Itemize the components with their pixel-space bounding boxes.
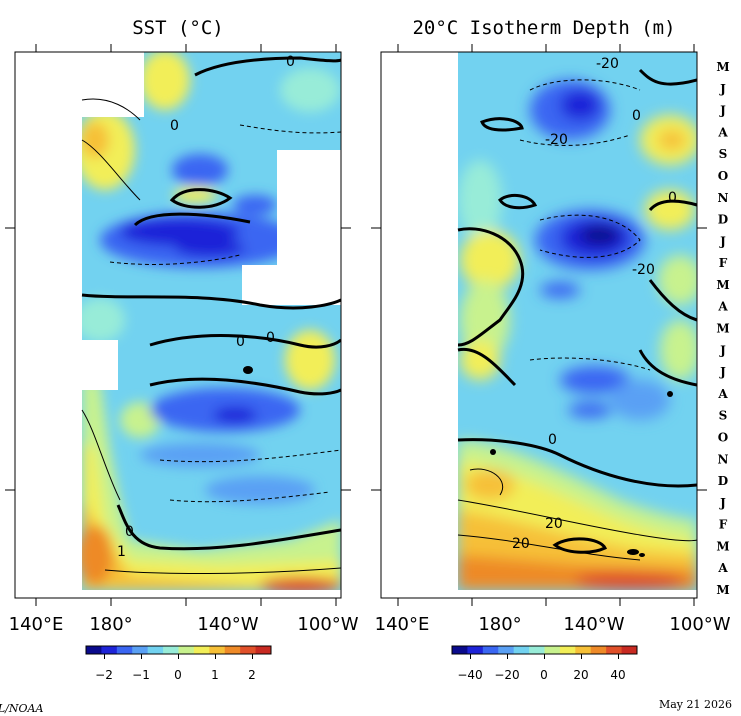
colorbar-swatch	[529, 646, 545, 654]
month-tick-label: D	[718, 213, 728, 227]
colorbar-swatch	[513, 646, 530, 654]
colorbar-swatch	[544, 646, 561, 654]
depth-x-tick-labels: 140°E 180° 140°W 100°W	[375, 614, 731, 635]
credit-text: TAO Project Office/PMEL/NOAA	[0, 702, 43, 715]
depth-colorbar-tick: 0	[540, 668, 548, 682]
month-tick-label: J	[719, 82, 726, 96]
depth-contour-label: 0	[548, 432, 557, 448]
depth-panel: -20 -20 0 -20 0 0 20 20	[381, 52, 697, 598]
depth-colorbar-tick: 40	[610, 668, 625, 682]
depth-x-tick-label: 180°	[478, 614, 521, 635]
depth-contour-label: -20	[545, 132, 568, 148]
sst-contour-label: 0	[286, 54, 295, 70]
depth-contour-label: 20	[512, 536, 530, 552]
month-tick-label: M	[716, 539, 729, 553]
colorbar-swatch	[467, 646, 484, 654]
colorbar-swatch	[163, 646, 179, 654]
colorbar-swatch	[255, 646, 272, 654]
month-tick-label: J	[719, 104, 726, 118]
depth-x-tick-label: 140°W	[563, 614, 624, 635]
month-tick-label: S	[719, 409, 728, 423]
sst-contour-label: 1	[117, 544, 126, 560]
month-tick-label: N	[718, 452, 729, 466]
colorbar-swatch	[209, 646, 226, 654]
depth-contour-label: 0	[668, 190, 677, 206]
depth-colorbar-ticks: −40 −20 0 20 40	[457, 668, 625, 682]
month-tick-label: A	[717, 561, 728, 575]
colorbar-swatch	[575, 646, 592, 654]
month-tick-label: N	[718, 191, 729, 205]
sst-x-tick-label: 140°W	[197, 614, 258, 635]
colorbar-swatch	[452, 646, 468, 654]
month-tick-label: A	[717, 387, 728, 401]
month-tick-label: J	[719, 234, 726, 248]
colorbar-swatch	[193, 646, 210, 654]
month-tick-label: O	[718, 169, 728, 183]
sst-axis-ticks	[5, 44, 351, 606]
month-tick-label: O	[718, 430, 728, 444]
colorbar-swatch	[590, 646, 607, 654]
sst-contour-label: 0	[236, 334, 245, 350]
depth-contour-label: 0	[632, 108, 641, 124]
sst-colorbar-tick: −2	[95, 668, 113, 682]
month-tick-label: F	[719, 518, 728, 532]
month-tick-label: J	[719, 343, 726, 357]
right-chart-title: 20°C Isotherm Depth (m)	[412, 17, 675, 39]
depth-contour-label: -20	[632, 262, 655, 278]
colorbar-swatch	[132, 646, 149, 654]
sst-contour-label: 0	[170, 118, 179, 134]
depth-colorbar-tick: −20	[494, 668, 519, 682]
date-text: May 21 2026	[659, 698, 732, 711]
depth-contour-label: 20	[545, 516, 563, 532]
sst-colorbar-tick: 1	[211, 668, 219, 682]
colorbar-swatch	[224, 646, 241, 654]
month-tick-label: A	[717, 300, 728, 314]
sst-colorbar	[85, 645, 272, 659]
sst-x-tick-label: 140°E	[9, 614, 64, 635]
month-tick-label: M	[716, 322, 729, 336]
depth-x-tick-label: 100°W	[669, 614, 730, 635]
depth-x-tick-label: 140°E	[375, 614, 430, 635]
depth-axis-ticks	[371, 44, 707, 606]
depth-contour-label: -20	[596, 56, 619, 72]
colorbar-swatch	[178, 646, 195, 654]
sst-x-tick-label: 100°W	[297, 614, 358, 635]
colorbar-swatch	[482, 646, 499, 654]
colorbar-swatch	[606, 646, 623, 654]
depth-colorbar-tick: −40	[457, 668, 482, 682]
month-tick-label: M	[716, 583, 729, 597]
sst-x-tick-label: 180°	[89, 614, 132, 635]
sst-contour-label: 0	[125, 524, 134, 540]
colorbar-swatch	[240, 646, 257, 654]
colorbar-swatch	[101, 646, 118, 654]
month-tick-label: A	[717, 125, 728, 139]
month-tick-label: S	[719, 147, 728, 161]
depth-frame	[380, 51, 698, 599]
colorbar-swatch	[86, 646, 102, 654]
month-tick-label: F	[719, 256, 728, 270]
colorbar-swatch	[116, 646, 133, 654]
month-tick-label: M	[716, 60, 729, 74]
sst-colorbar-tick: −1	[132, 668, 150, 682]
sst-frame	[14, 51, 342, 599]
sst-colorbar-tick: 0	[174, 668, 182, 682]
month-tick-label: D	[718, 474, 728, 488]
colorbar-swatch	[147, 646, 164, 654]
sst-contour-label: 0	[266, 330, 275, 346]
sst-colorbar-ticks: −2 −1 0 1 2	[95, 668, 256, 682]
colorbar-swatch	[559, 646, 576, 654]
depth-colorbar-tick: 20	[573, 668, 588, 682]
colorbar-swatch	[621, 646, 638, 654]
depth-colorbar	[451, 645, 638, 659]
sst-colorbar-tick: 2	[248, 668, 256, 682]
month-tick-label: M	[716, 278, 729, 292]
left-chart-title: SST (°C)	[132, 17, 224, 39]
sst-panel: 0 0 0 0 0 1	[15, 52, 341, 598]
month-tick-label: J	[719, 365, 726, 379]
month-tick-label: J	[719, 496, 726, 510]
sst-x-tick-labels: 140°E 180° 140°W 100°W	[9, 614, 359, 635]
colorbar-swatch	[498, 646, 515, 654]
